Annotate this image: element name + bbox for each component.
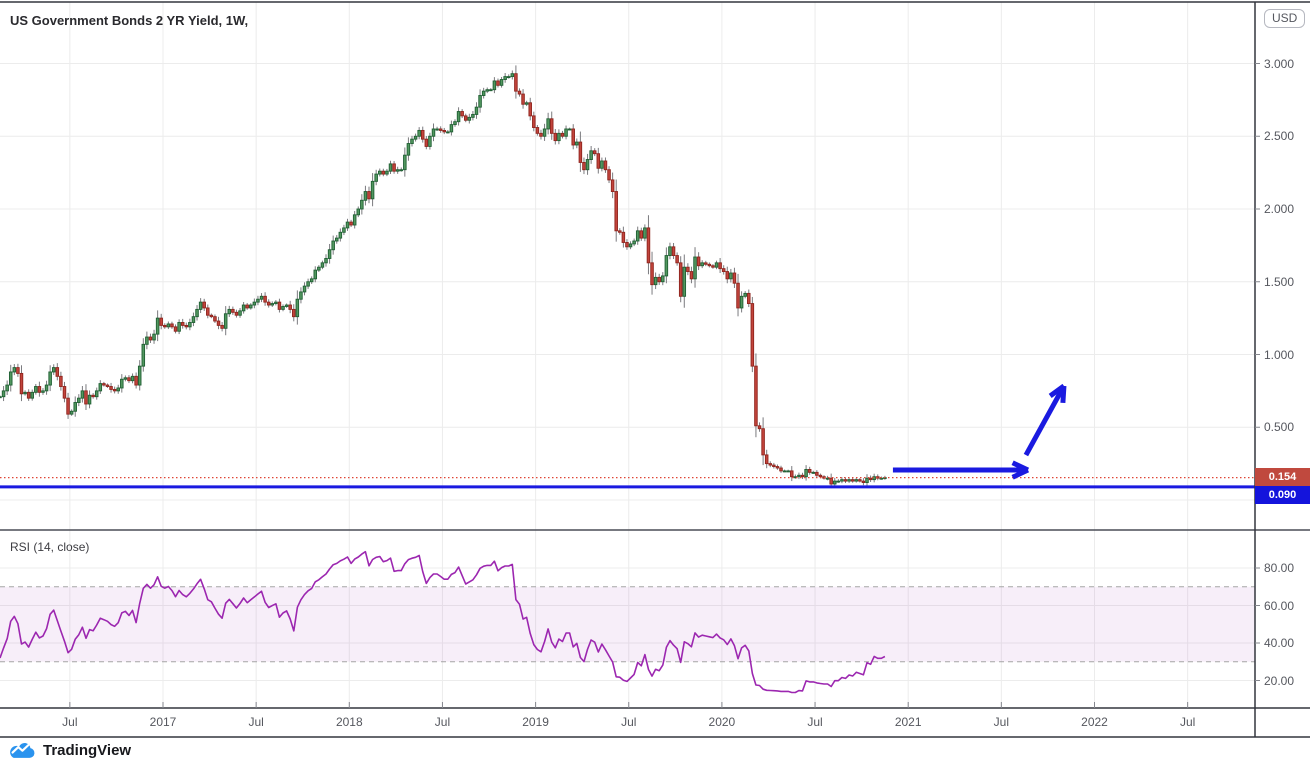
price-lines	[0, 476, 1255, 489]
price-axis-label: 2.000	[1264, 202, 1295, 216]
gridlines-layer	[0, 2, 1255, 708]
time-axis-label: 2017	[149, 715, 177, 729]
rsi-axis-label: 60.00	[1264, 598, 1295, 613]
sideways-arrow[interactable]	[892, 460, 1030, 480]
time-axis-label: 2018	[335, 715, 363, 729]
arrow-drawings[interactable]	[892, 383, 1067, 480]
drawn-level-price-label: 0.090	[1255, 486, 1310, 504]
rsi-axis-label: 40.00	[1264, 636, 1295, 650]
time-axis-label: Jul	[621, 715, 637, 729]
time-axis-label: Jul	[807, 715, 823, 729]
rsi-indicator-label[interactable]: RSI (14, close)	[10, 540, 90, 554]
time-axis-label: Jul	[62, 715, 78, 729]
currency-usd-button[interactable]: USD	[1264, 9, 1306, 28]
time-axis-label: Jul	[993, 715, 1010, 729]
pane-frame	[0, 1, 1310, 738]
rsi-line	[0, 550, 886, 694]
breakout-up-arrow[interactable]	[1023, 383, 1067, 457]
last-price-label: 0.154	[1255, 468, 1310, 486]
time-axis-label: Jul	[248, 715, 264, 729]
rsi-axis-label: 20.00	[1264, 673, 1295, 688]
symbol-title[interactable]: US Government Bonds 2 YR Yield, 1W,	[10, 13, 249, 28]
time-axis-label: Jul	[1179, 715, 1196, 729]
time-axis-label: 2020	[708, 715, 736, 729]
price-axis-label: 3.000	[1264, 56, 1295, 71]
time-axis-label: 2022	[1081, 715, 1108, 729]
price-axis-label: 0.500	[1264, 420, 1295, 435]
tradingview-logo-icon	[10, 742, 35, 758]
rsi-band	[0, 586, 1255, 663]
time-axis-label: 2021	[894, 715, 922, 729]
time-axis-label: Jul	[434, 715, 451, 729]
time-axis-label: 2019	[522, 715, 549, 729]
price-axis-label: 2.500	[1264, 129, 1295, 144]
candles-layer	[0, 65, 887, 489]
price-axis-label: 1.500	[1264, 274, 1295, 289]
rsi-axis-label: 80.00	[1264, 561, 1295, 575]
tradingview-branding[interactable]: TradingView	[8, 742, 131, 759]
axis-ticks	[69, 63, 1260, 708]
price-axis-label: 1.000	[1264, 347, 1295, 362]
tradingview-logo-text: TradingView	[43, 742, 132, 759]
